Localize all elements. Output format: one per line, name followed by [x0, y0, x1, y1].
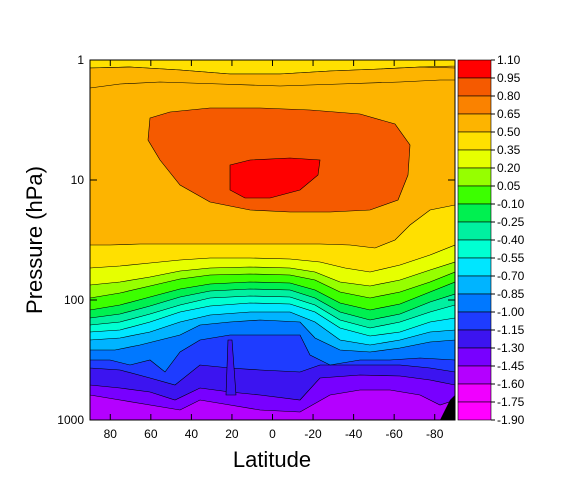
colorbar-label: 0.50 — [497, 125, 521, 139]
colorbar-label: -1.00 — [497, 305, 525, 319]
colorbar-swatch — [457, 185, 492, 205]
y-axis-title: Pressure (hPa) — [22, 166, 47, 314]
y-tick-label: 1000 — [57, 413, 84, 427]
x-tick-label: 0 — [269, 427, 276, 441]
colorbar-swatch — [457, 113, 492, 133]
colorbar-label: 0.35 — [497, 143, 521, 157]
x-tick-label: 80 — [104, 427, 118, 441]
colorbar-swatch — [457, 401, 492, 421]
x-tick-label: -60 — [385, 427, 403, 441]
colorbar-label: -0.10 — [497, 197, 525, 211]
x-tick-label: 40 — [185, 427, 199, 441]
colorbar-swatch — [457, 347, 492, 367]
colorbar-swatch — [457, 365, 492, 385]
colorbar-swatch — [457, 203, 492, 223]
colorbar-label: -1.60 — [497, 377, 525, 391]
contour-band-surface-right — [440, 395, 455, 420]
colorbar-swatch — [457, 131, 492, 151]
colorbar-swatch — [457, 383, 492, 403]
y-tick-label: 10 — [71, 173, 85, 187]
colorbar-swatch — [457, 95, 492, 115]
colorbar-label: -0.40 — [497, 233, 525, 247]
colorbar-swatch — [457, 167, 492, 187]
colorbar: 1.10 0.95 0.80 0.65 0.50 0.35 0.20 0.05 -0.10 -0.… — [457, 53, 525, 427]
colorbar-label: 0.65 — [497, 107, 521, 121]
colorbar-label: -1.30 — [497, 341, 525, 355]
colorbar-label: -1.75 — [497, 395, 525, 409]
colorbar-label: 0.05 — [497, 179, 521, 193]
colorbar-swatch — [457, 293, 492, 313]
x-axis: 80 60 40 20 0 -20 -40 -60 -80 — [104, 60, 444, 441]
plot-area — [90, 60, 455, 420]
colorbar-label: -0.70 — [497, 269, 525, 283]
x-tick-label: -40 — [345, 427, 363, 441]
x-tick-label: -80 — [426, 427, 444, 441]
y-tick-label: 1 — [77, 53, 84, 67]
colorbar-swatch — [457, 257, 492, 277]
colorbar-label: 0.95 — [497, 71, 521, 85]
colorbar-label: 0.20 — [497, 161, 521, 175]
colorbar-swatch — [457, 329, 492, 349]
x-tick-label: -20 — [304, 427, 322, 441]
x-axis-title: Latitude — [233, 447, 311, 472]
x-tick-label: 20 — [225, 427, 239, 441]
colorbar-label: 1.10 — [497, 53, 521, 67]
x-tick-label: 60 — [144, 427, 158, 441]
y-tick-label: 100 — [64, 293, 84, 307]
colorbar-swatch — [457, 77, 492, 97]
colorbar-label: 0.80 — [497, 89, 521, 103]
colorbar-swatch — [457, 311, 492, 331]
colorbar-label: -0.55 — [497, 251, 525, 265]
contour-band-p065-top — [90, 66, 455, 89]
colorbar-label: -1.15 — [497, 323, 525, 337]
y-axis: 1 10 100 1000 — [57, 53, 455, 427]
contour-band-surface-spike — [225, 339, 237, 396]
contour-band-p095 — [229, 157, 321, 199]
colorbar-swatch — [457, 221, 492, 241]
colorbar-swatch — [457, 59, 492, 79]
colorbar-label: -0.25 — [497, 215, 525, 229]
colorbar-label: -1.90 — [497, 413, 525, 427]
colorbar-label: -0.85 — [497, 287, 525, 301]
colorbar-label: -1.45 — [497, 359, 525, 373]
colorbar-swatch — [457, 239, 492, 259]
colorbar-swatch — [457, 275, 492, 295]
colorbar-swatch — [457, 149, 492, 169]
